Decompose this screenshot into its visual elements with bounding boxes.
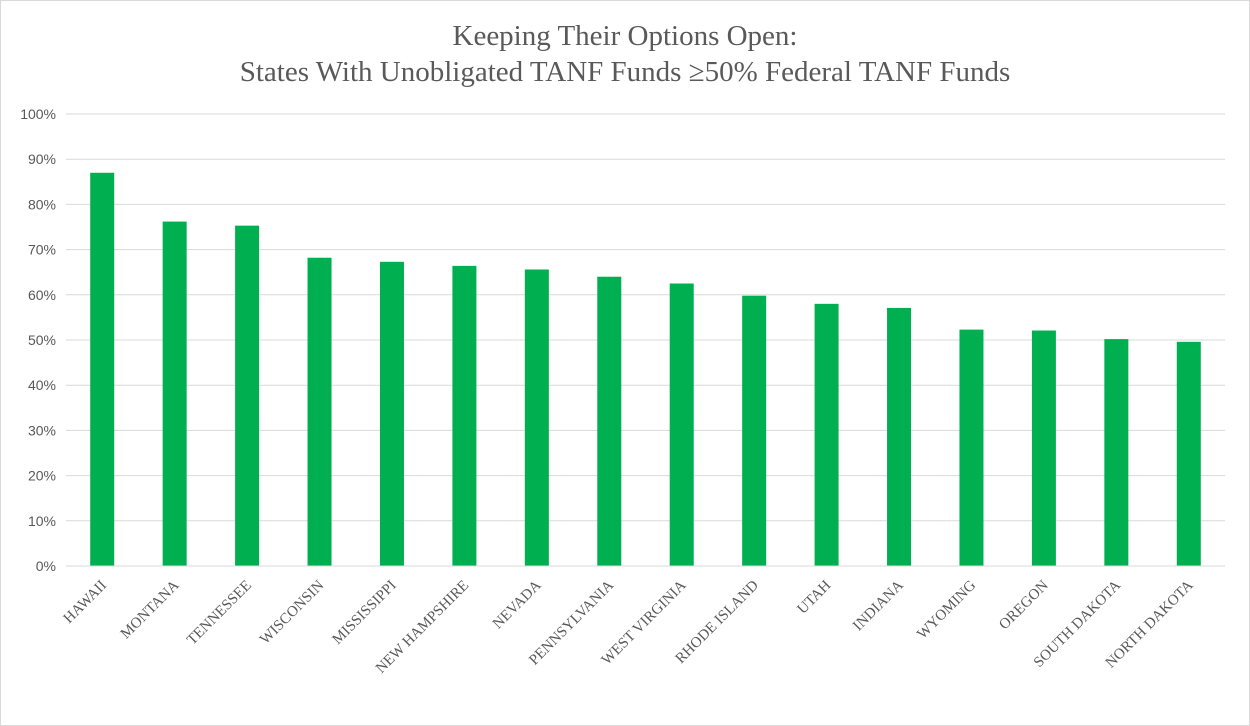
x-category-label: MISSISSIPPI: [330, 578, 400, 648]
chart-title-block: Keeping Their Options Open: States With …: [0, 18, 1250, 90]
bar: [1031, 330, 1056, 566]
bar: [814, 303, 839, 566]
bar: [162, 221, 187, 567]
y-tick-label: 40%: [28, 377, 56, 393]
x-category-label: UTAH: [794, 577, 834, 617]
x-category-label: TENNESSEE: [184, 578, 255, 649]
y-tick-label: 30%: [28, 422, 56, 438]
x-category-label: WYOMING: [914, 577, 979, 642]
y-tick-label: 80%: [28, 196, 56, 212]
y-tick-label: 100%: [20, 106, 56, 122]
bar: [452, 265, 477, 566]
y-tick-label: 60%: [28, 287, 56, 303]
x-category-label: OREGON: [996, 577, 1052, 633]
bar: [959, 329, 984, 566]
x-category-label: NEVADA: [490, 577, 545, 632]
bar: [379, 261, 404, 566]
bars: [90, 172, 1201, 567]
chart-title: Keeping Their Options Open:: [452, 20, 798, 52]
x-category-label: HAWAII: [61, 578, 110, 627]
bar: [90, 172, 115, 566]
y-axis-tick-labels: 0% 10% 20% 30% 40% 50% 60% 70% 80% 90% 100%: [20, 106, 56, 574]
bar: [669, 283, 694, 566]
x-category-label: WISCONSIN: [257, 577, 327, 647]
bar: [235, 225, 260, 567]
x-category-label: MONTANA: [118, 577, 183, 642]
bar: [887, 307, 912, 566]
bar: [597, 276, 622, 566]
bar: [742, 295, 767, 566]
y-tick-label: 10%: [28, 513, 56, 529]
x-axis-category-labels: HAWAII MONTANA TENNESSEE WISCONSIN MISSISSIP…: [61, 577, 1197, 676]
y-tick-label: 70%: [28, 242, 56, 258]
bar: [1176, 341, 1201, 566]
y-tick-label: 50%: [28, 332, 56, 348]
gridlines: [66, 113, 1225, 522]
y-tick-label: 0%: [36, 558, 56, 574]
bar: [1104, 339, 1129, 566]
bar: [524, 269, 549, 566]
x-category-label: INDIANA: [850, 577, 907, 634]
y-tick-label: 90%: [28, 151, 56, 167]
y-tick-label: 20%: [28, 468, 56, 484]
bar: [307, 257, 332, 566]
chart-subtitle: States With Unobligated TANF Funds ≥50% …: [239, 56, 1011, 88]
